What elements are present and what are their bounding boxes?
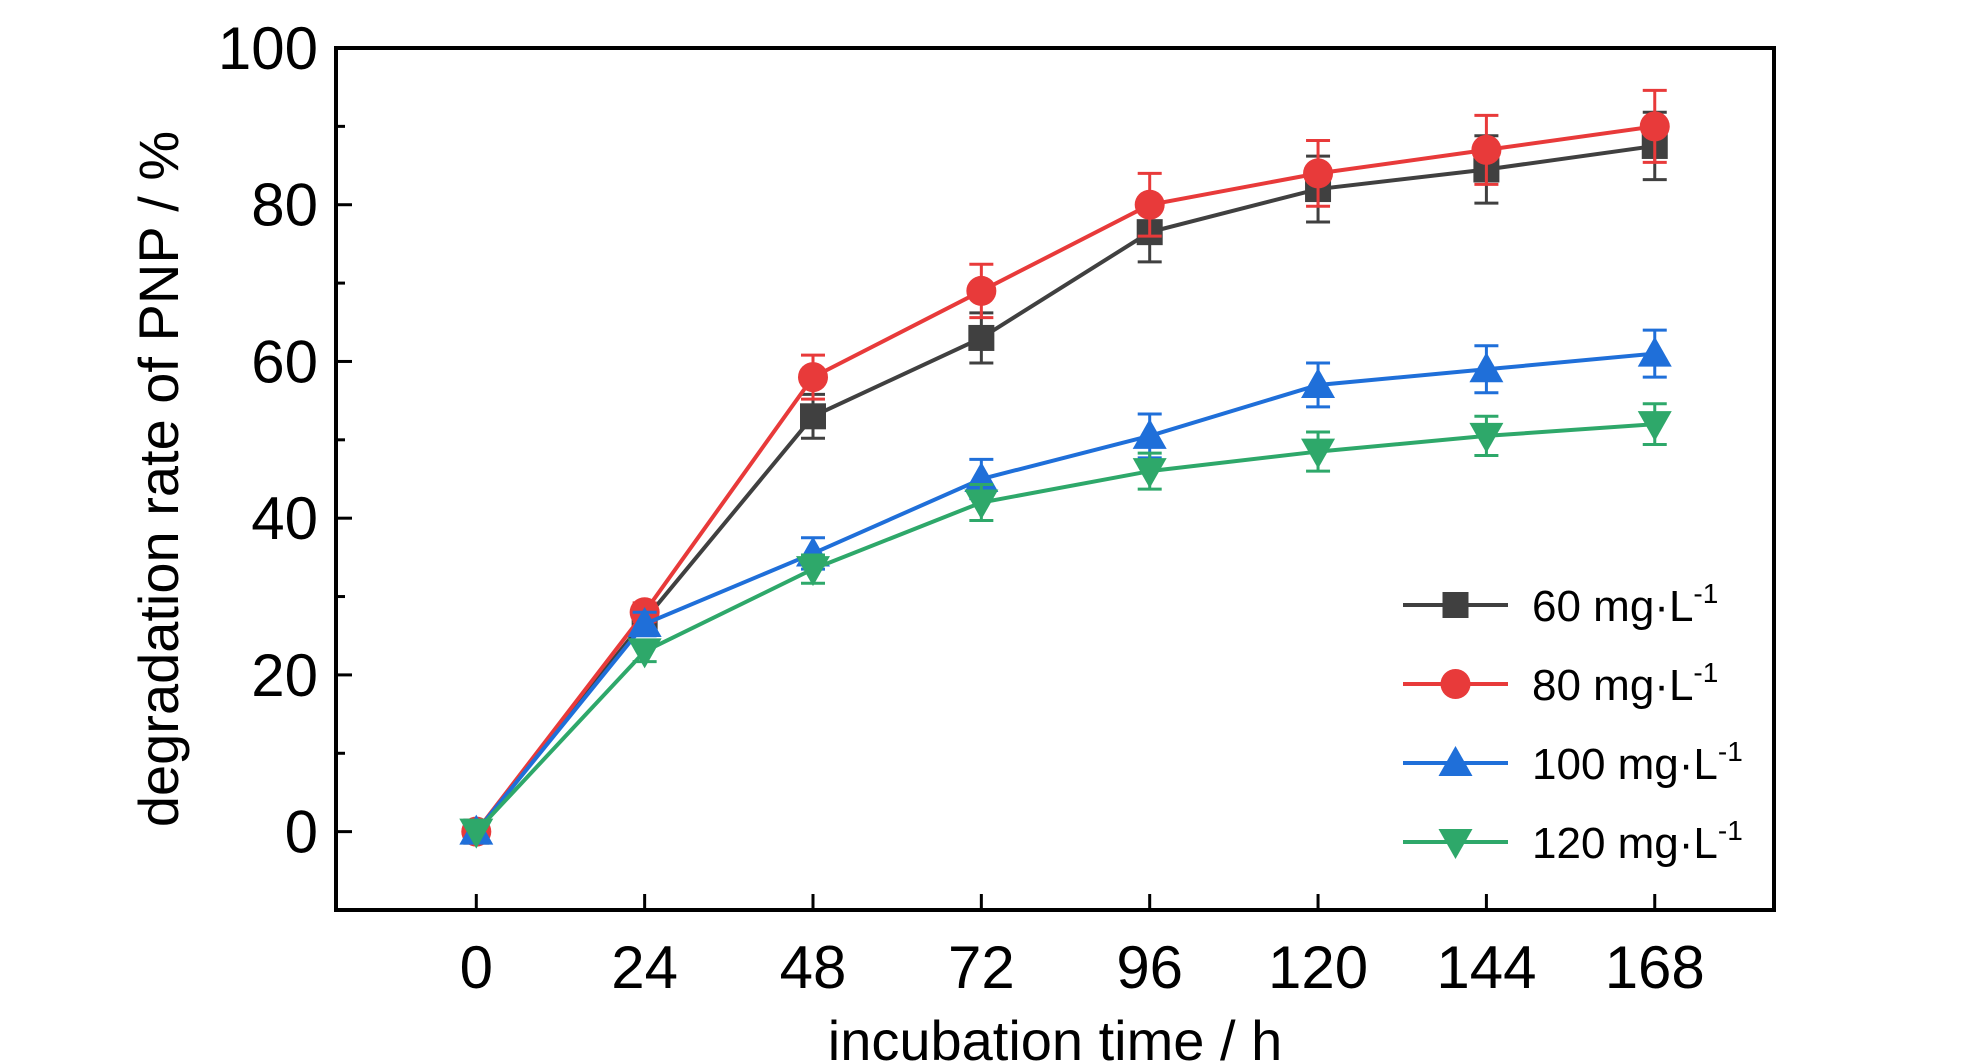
data-point xyxy=(1132,418,1167,449)
legend-item-0: 60 mg·L-1 xyxy=(1403,578,1718,631)
legend-marker xyxy=(1440,669,1471,699)
legend-label: 60 mg·L-1 xyxy=(1532,578,1718,631)
x-tick-label: 144 xyxy=(1436,934,1536,1001)
y-axis-title: degradation rate of PNP / % xyxy=(127,131,190,827)
series-2 xyxy=(459,328,1672,845)
data-point xyxy=(1639,111,1670,142)
data-point xyxy=(1132,458,1167,489)
data-point xyxy=(459,818,494,849)
legend: 60 mg·L-1 80 mg·L-1 100 mg·L-1 120 mg·L-1 xyxy=(1403,578,1743,868)
y-tick-label: 20 xyxy=(251,642,318,709)
data-point xyxy=(1471,134,1502,165)
series-line xyxy=(474,351,1655,833)
x-tick-label: 168 xyxy=(1605,934,1705,1001)
legend-item-3: 120 mg·L-1 xyxy=(1403,815,1743,868)
legend-item-2: 100 mg·L-1 xyxy=(1403,736,1743,789)
x-axis: 0 24 48 72 96 120 144 168 xyxy=(460,894,1705,1001)
data-point xyxy=(1637,411,1672,442)
x-tick-label: 24 xyxy=(611,934,678,1001)
x-tick-label: 72 xyxy=(948,934,1015,1001)
x-axis-title: incubation time / h xyxy=(828,1009,1282,1062)
legend-label: 100 mg·L-1 xyxy=(1532,736,1743,789)
legend-marker xyxy=(1438,746,1473,776)
data-point xyxy=(627,606,662,637)
data-point xyxy=(799,403,826,430)
y-tick-label: 0 xyxy=(285,799,318,866)
data-point xyxy=(1637,336,1672,367)
x-tick-label: 96 xyxy=(1116,934,1183,1001)
plot-frame xyxy=(334,46,1776,912)
legend-item-1: 80 mg·L-1 xyxy=(1403,657,1718,710)
series-0 xyxy=(463,110,1668,845)
data-point xyxy=(1469,422,1504,453)
series-layer xyxy=(459,88,1672,849)
data-point xyxy=(1301,438,1336,469)
series-line xyxy=(474,143,1656,833)
y-tick-label: 80 xyxy=(251,172,318,239)
x-tick-label: 48 xyxy=(780,934,847,1001)
data-point xyxy=(1303,158,1334,189)
series-line xyxy=(474,124,1656,833)
x-tick-label: 120 xyxy=(1268,934,1368,1001)
data-point xyxy=(627,638,662,669)
legend-marker xyxy=(1438,829,1473,859)
data-point xyxy=(1301,367,1336,398)
data-point xyxy=(964,489,999,520)
series-line xyxy=(474,422,1655,834)
x-tick-label: 0 xyxy=(460,934,493,1001)
data-point xyxy=(968,324,995,351)
y-tick-label: 40 xyxy=(251,485,318,552)
legend-label: 80 mg·L-1 xyxy=(1532,657,1718,710)
legend-marker xyxy=(1442,592,1469,618)
data-point xyxy=(797,362,828,393)
data-point xyxy=(1469,352,1504,383)
y-axis: 0 20 40 60 80 100 xyxy=(218,15,352,866)
y-tick-label: 60 xyxy=(251,328,318,395)
data-point xyxy=(966,275,997,306)
series-3 xyxy=(459,402,1672,849)
legend-label: 120 mg·L-1 xyxy=(1532,815,1743,868)
data-point xyxy=(1134,189,1165,220)
y-tick-label: 100 xyxy=(218,15,318,82)
data-point xyxy=(795,556,830,587)
